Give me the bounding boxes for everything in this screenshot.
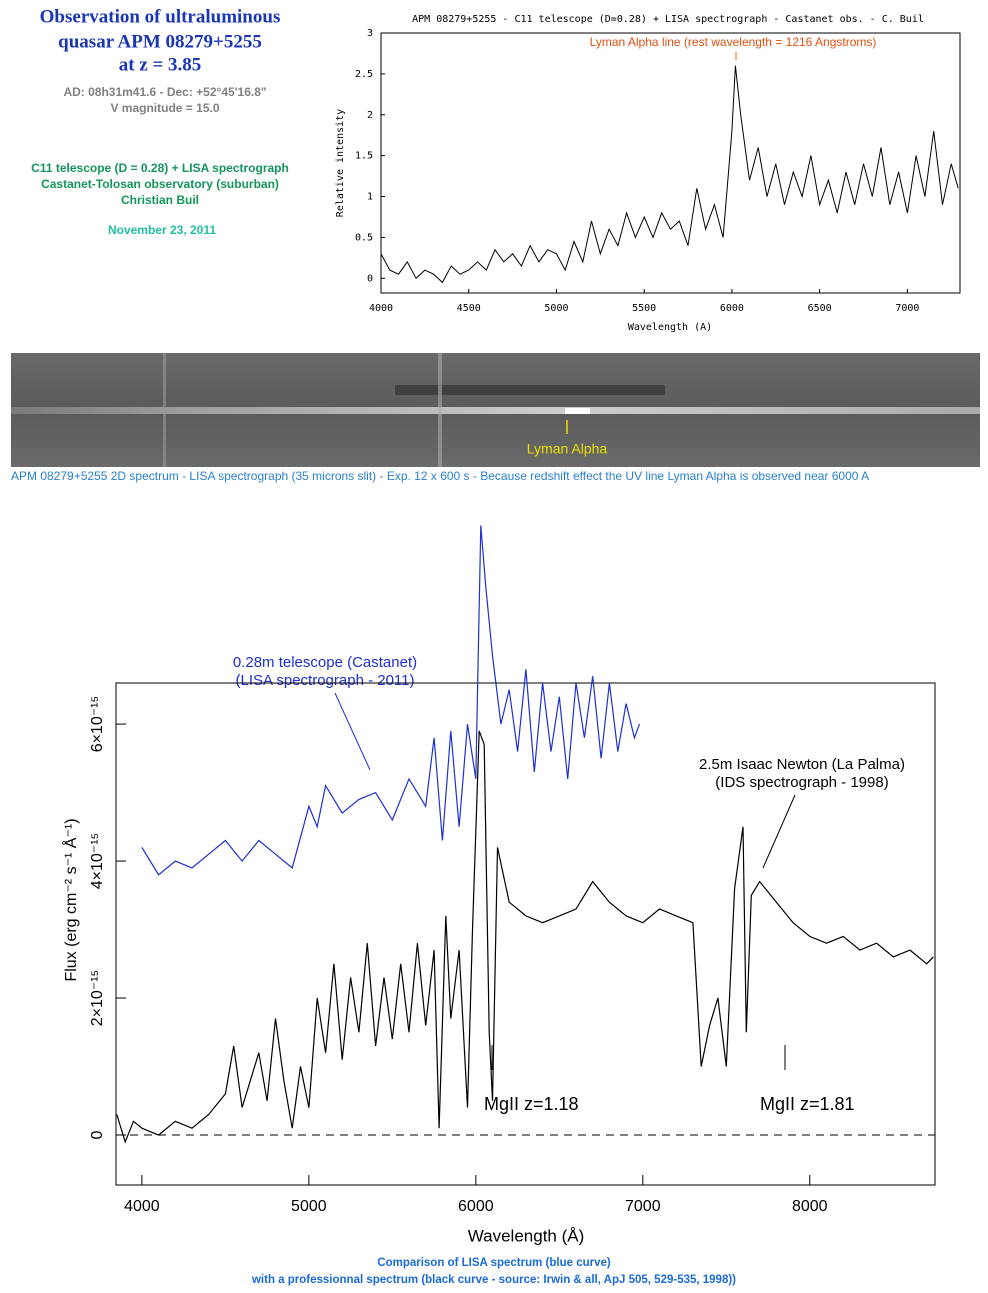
x-tick-label: 5000 [544, 303, 568, 314]
leader [762, 794, 796, 869]
annotation: MgII z=1.18 [484, 1094, 579, 1114]
annotation: (IDS spectrograph - 1998) [715, 774, 888, 791]
chart-title: APM 08279+5255 - C11 telescope (D=0.28) … [412, 14, 924, 25]
y-tick-label: 2×10⁻¹⁵ [89, 970, 106, 1026]
spectrum-line [141, 525, 641, 876]
magnitude: V magnitude = 15.0 [110, 101, 219, 115]
x-tick-label: 6000 [458, 1198, 494, 1215]
y-tick-label: 1.5 [355, 151, 373, 162]
title-line: Observation of ultraluminous [40, 6, 281, 27]
spectrum-trace [11, 407, 980, 414]
x-tick-label: 6500 [808, 303, 832, 314]
chart-0-texts: APM 08279+5255 - C11 telescope (D=0.28) … [335, 14, 924, 333]
x-tick-label: 5500 [632, 303, 656, 314]
title-line: quasar APM 08279+5255 [58, 31, 262, 52]
caption: APM 08279+5255 2D spectrum - LISA spectr… [11, 469, 869, 483]
x-tick-label: 7000 [625, 1198, 661, 1215]
x-tick-label: 5000 [291, 1198, 327, 1215]
caption: Comparison of LISA spectrum (blue curve) [377, 1257, 611, 1269]
y-tick-label: 6×10⁻¹⁵ [89, 696, 106, 752]
column [438, 353, 442, 467]
coords: AD: 08h31m41.6 - Dec: +52°45'16.8" [63, 85, 266, 99]
date: November 23, 2011 [108, 223, 216, 237]
plot-frame [115, 682, 936, 1186]
chart-1-texts: Wavelength (Å) Flux (erg cm⁻² s⁻¹ Å⁻¹) 0… [61, 654, 905, 1246]
label: Lyman Alpha [527, 441, 608, 457]
x-axis-label: Wavelength (A) [628, 322, 712, 333]
leader [334, 692, 371, 771]
caption: with a professionnal spectrum (black cur… [251, 1274, 736, 1286]
footer: Comparison of LISA spectrum (blue curve)… [251, 1257, 736, 1286]
annotation: MgII z=1.81 [760, 1094, 855, 1114]
x-tick-label: 4000 [369, 303, 393, 314]
instrument: C11 telescope (D = 0.28) + LISA spectrog… [31, 161, 289, 175]
y-tick-label: 2.5 [355, 69, 373, 80]
spectrum-line [380, 65, 959, 284]
dark-band [395, 385, 665, 395]
x-tick-label: 7000 [895, 303, 919, 314]
annotation: 2.5m Isaac Newton (La Palma) [699, 756, 905, 773]
y-tick-label: 2 [367, 110, 373, 121]
plot-frame [380, 32, 961, 294]
y-tick-label: 4×10⁻¹⁵ [89, 833, 106, 889]
x-tick-label: 6000 [720, 303, 744, 314]
x-axis-label: Wavelength (Å) [468, 1226, 585, 1245]
instrument: Castanet-Tolosan observatory (suburban) [41, 177, 279, 191]
y-axis-label: Flux (erg cm⁻² s⁻¹ Å⁻¹) [61, 818, 80, 981]
annotation: (LISA spectrograph - 2011) [236, 672, 415, 689]
title-line: at z = 3.85 [119, 54, 202, 75]
instrument: Christian Buil [121, 193, 199, 207]
x-tick-label: 4500 [457, 303, 481, 314]
annotation: Lyman Alpha line (rest wavelength = 1216… [590, 35, 877, 49]
header: Observation of ultraluminous quasar APM … [31, 6, 289, 237]
y-tick-label: 0 [367, 273, 373, 284]
column [163, 353, 166, 467]
lyman-spot [565, 408, 590, 414]
y-tick-label: 0 [89, 1130, 106, 1139]
x-tick-label: 8000 [792, 1198, 828, 1215]
y-tick-label: 3 [367, 28, 373, 39]
annotation: 0.28m telescope (Castanet) [233, 654, 417, 671]
y-axis-label: Relative intensity [335, 109, 346, 217]
x-tick-label: 4000 [124, 1198, 160, 1215]
y-tick-label: 0.5 [355, 232, 373, 243]
spectrum-2d: Lyman Alpha APM 08279+5255 2D spectrum -… [11, 353, 980, 483]
y-tick-label: 1 [367, 192, 373, 203]
spectrum-line [116, 730, 934, 1144]
